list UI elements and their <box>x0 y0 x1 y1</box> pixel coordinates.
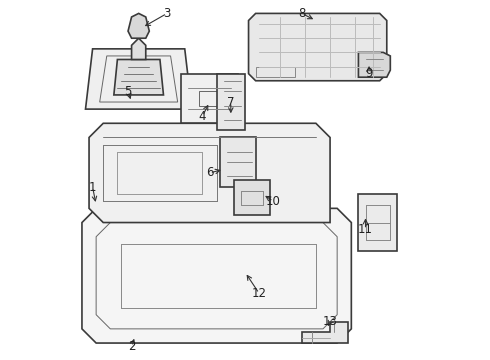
Text: 2: 2 <box>128 340 135 353</box>
Text: 4: 4 <box>199 110 206 123</box>
Text: 6: 6 <box>206 166 213 179</box>
Polygon shape <box>217 74 245 130</box>
Text: 13: 13 <box>322 315 338 328</box>
Text: 1: 1 <box>89 181 97 194</box>
Text: 10: 10 <box>266 195 281 208</box>
Polygon shape <box>358 194 397 251</box>
Polygon shape <box>85 49 192 109</box>
Polygon shape <box>181 74 238 123</box>
Text: 11: 11 <box>358 223 373 236</box>
Text: 5: 5 <box>124 85 132 98</box>
Polygon shape <box>248 13 387 81</box>
Text: 8: 8 <box>298 7 305 20</box>
Text: 9: 9 <box>366 67 373 80</box>
Polygon shape <box>132 38 146 59</box>
Polygon shape <box>114 59 164 95</box>
Polygon shape <box>358 53 391 77</box>
Text: 7: 7 <box>227 95 235 108</box>
Polygon shape <box>302 322 348 343</box>
Polygon shape <box>220 138 256 187</box>
Text: 3: 3 <box>163 7 171 20</box>
Polygon shape <box>89 123 330 222</box>
Text: 12: 12 <box>252 287 267 300</box>
Polygon shape <box>128 13 149 38</box>
Polygon shape <box>82 208 351 343</box>
Polygon shape <box>234 180 270 215</box>
